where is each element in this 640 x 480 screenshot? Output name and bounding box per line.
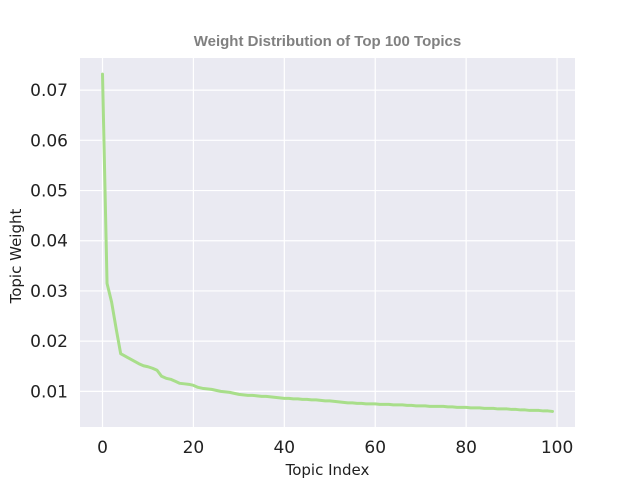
y-axis-label: Topic Weight — [7, 208, 25, 304]
chart-title: Weight Distribution of Top 100 Topics — [193, 33, 462, 50]
x-axis-label: Topic Index — [285, 461, 370, 479]
y-tick-label: 0.07 — [30, 81, 68, 101]
y-tick-label: 0.05 — [30, 182, 68, 202]
tick-labels: 0 20 40 60 80 100 0.01 0.02 0.03 0.04 0.05 0.06 0.07 — [30, 81, 573, 458]
grid-lines — [80, 58, 575, 427]
x-tick-label: 0 — [97, 438, 108, 458]
x-tick-label: 20 — [183, 438, 205, 458]
x-tick-label: 60 — [364, 438, 386, 458]
x-tick-label: 100 — [541, 438, 573, 458]
x-tick-label: 40 — [273, 438, 295, 458]
series-layer — [101, 72, 554, 413]
y-tick-label: 0.06 — [30, 131, 68, 151]
series-line — [101, 72, 554, 413]
y-tick-label: 0.01 — [30, 382, 68, 402]
y-tick-label: 0.03 — [30, 282, 68, 302]
plot-background — [80, 58, 575, 427]
y-tick-label: 0.04 — [30, 232, 68, 252]
y-tick-label: 0.02 — [30, 332, 68, 352]
x-tick-label: 80 — [455, 438, 477, 458]
